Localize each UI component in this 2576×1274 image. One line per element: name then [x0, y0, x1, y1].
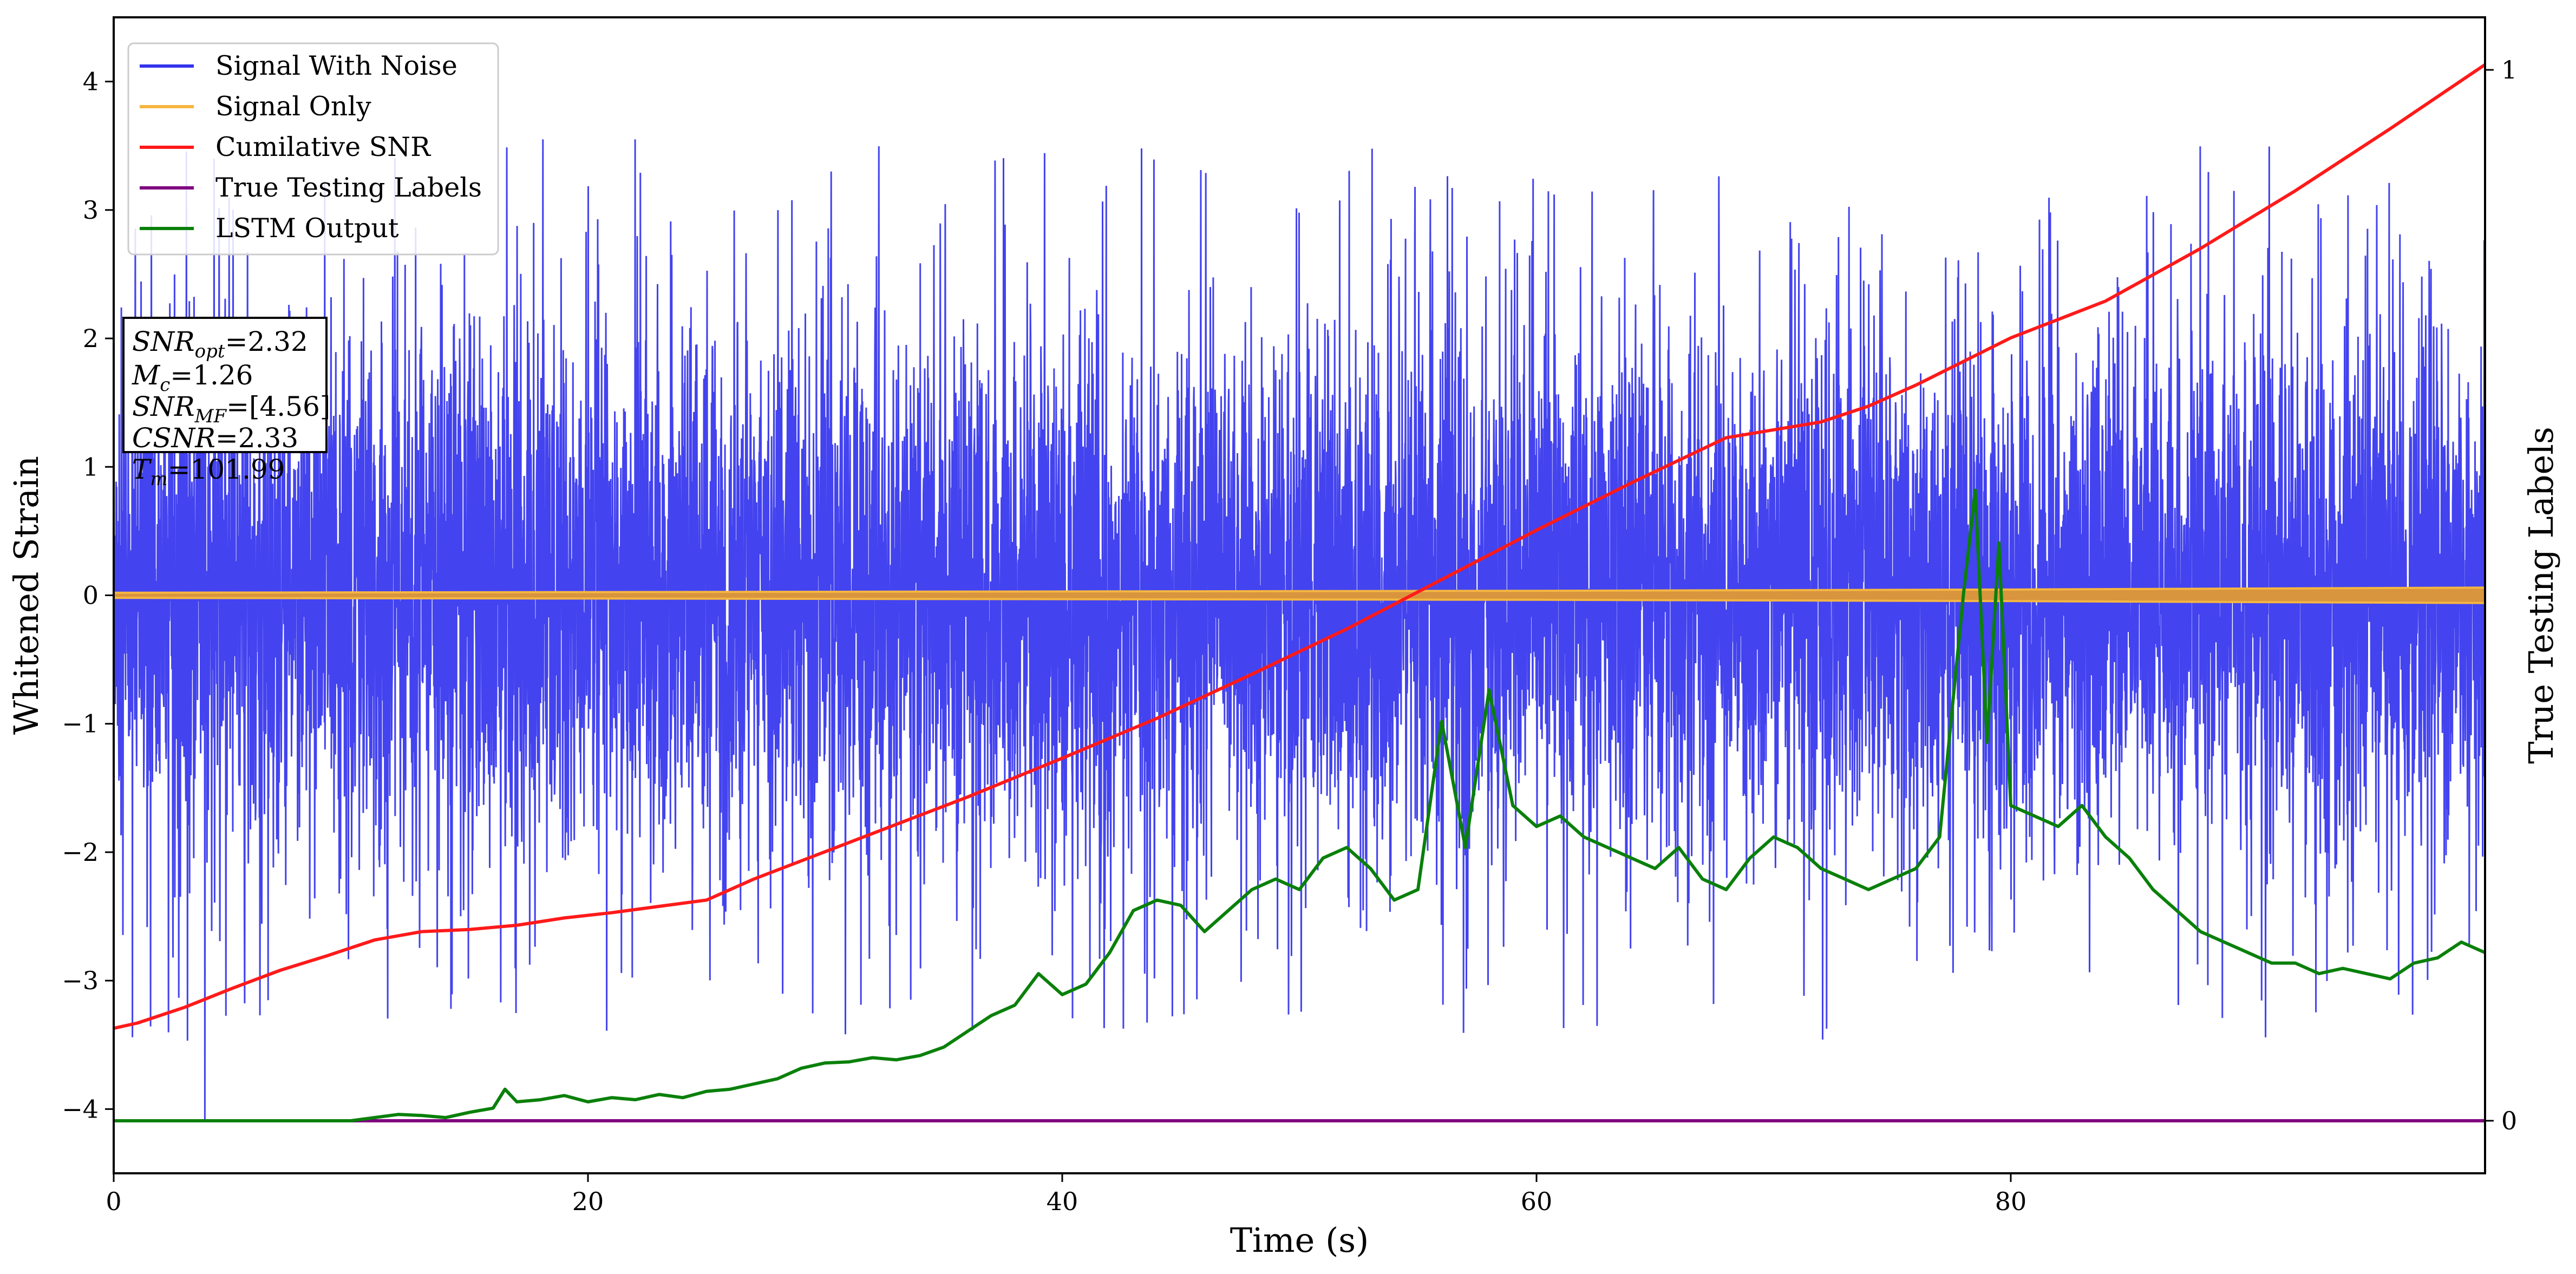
x-tick-label: 80: [1995, 1187, 2027, 1216]
y2-tick-label: 0: [2501, 1106, 2517, 1135]
legend-label-signal-only: Signal Only: [215, 91, 371, 122]
y-tick-label: 3: [83, 195, 99, 225]
y-axis-right: 01: [2485, 55, 2517, 1135]
info-merger-time: Tm=101.99: [132, 454, 285, 490]
info-box-frame: [122, 317, 328, 453]
x-tick-label: 60: [1521, 1187, 1553, 1216]
x-axis: 0 20 40 60 80: [106, 1173, 2026, 1216]
y-axis-left: −4 −3 −2 −1 0 1 2 3 4: [62, 67, 114, 1123]
x-axis-label: Time (s): [1230, 1220, 1369, 1260]
signal-only-series: [114, 586, 2485, 604]
legend-label-lstm-output: LSTM Output: [215, 213, 399, 244]
y-tick-label: −1: [62, 709, 99, 739]
legend-label-true-testing-labels: True Testing Labels: [215, 172, 482, 203]
legend-label-cumulative-snr: Cumilative SNR: [215, 132, 431, 162]
cumulative-snr-line: [114, 63, 2485, 1030]
signal-with-noise-series: [114, 139, 2485, 1122]
y2-axis-label: True Testing Labels: [2521, 427, 2561, 764]
x-tick-label: 20: [572, 1187, 604, 1216]
y-tick-label: −2: [62, 838, 99, 867]
y2-tick-label: 1: [2501, 55, 2517, 84]
signal-with-noise-line: [114, 139, 2485, 1122]
lstm-output-line: [114, 488, 2485, 1122]
lstm-output-series: [114, 488, 2485, 1122]
cumulative-snr-series: [114, 63, 2485, 1030]
legend-box: [127, 42, 499, 256]
info-chirp-mass: Mc=1.26: [132, 360, 253, 396]
x-tick-label: 0: [106, 1187, 121, 1216]
legend: Signal With Noise Signal Only Cumilative…: [127, 42, 499, 256]
info-snr-mf: SNRMF=[4.56]: [132, 391, 330, 427]
y-tick-label: 4: [83, 67, 99, 96]
legend-label-signal-with-noise: Signal With Noise: [215, 50, 457, 81]
y-tick-label: 2: [83, 324, 99, 353]
parameter-info-box: SNRopt=2.32 Mc=1.26 SNRMF=[4.56] CSNR=2.…: [122, 317, 330, 490]
y-tick-label: −4: [62, 1094, 99, 1123]
y-tick-label: 0: [83, 581, 99, 610]
y-tick-label: −3: [62, 966, 99, 995]
y-tick-label: 1: [83, 452, 99, 481]
x-tick-label: 40: [1047, 1187, 1078, 1216]
info-snr-opt: SNRopt=2.32: [132, 326, 308, 362]
info-csnr: CSNR=2.33: [132, 422, 298, 454]
plot-area: [114, 63, 2485, 1122]
signal-only-band: [114, 586, 2485, 604]
y-axis-label: Whitened Strain: [6, 456, 46, 735]
